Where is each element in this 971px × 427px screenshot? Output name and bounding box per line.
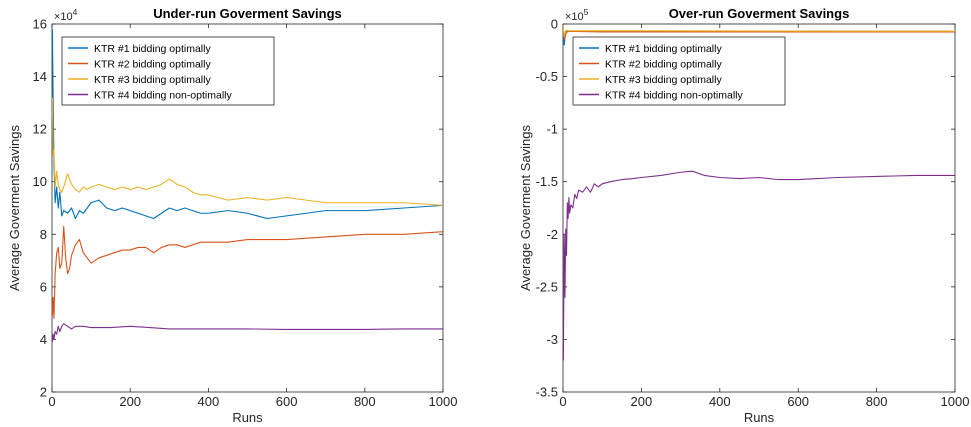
x-axis-title: Runs (232, 410, 263, 425)
x-tick-label: 200 (119, 394, 141, 409)
x-tick-label: 400 (709, 394, 731, 409)
y-tick-label: -1 (546, 122, 558, 137)
y-exponent-label: ×105 (565, 7, 589, 23)
series-line-3 (563, 24, 955, 38)
x-tick-label: 800 (354, 394, 376, 409)
chart-title: Over-run Goverment Savings (669, 6, 850, 21)
legend-entry-2: KTR #2 bidding optimally (605, 58, 722, 70)
legend-box (572, 36, 786, 106)
y-tick-label: -3.5 (536, 385, 558, 400)
legend-entry-4: KTR #4 bidding non-optimally (94, 89, 232, 101)
legend-entry-2: KTR #2 bidding optimally (94, 58, 211, 70)
y-exponent-base: ×10 (54, 11, 73, 23)
y-tick-label: 4 (40, 332, 47, 347)
series-group (52, 29, 443, 343)
y-tick-label: 2 (40, 385, 47, 400)
x-tick-label: 1000 (941, 394, 970, 409)
y-exponent-base: ×10 (565, 11, 584, 23)
legend-entry-4: KTR #4 bidding non-optimally (605, 89, 743, 101)
y-exponent-power: 5 (584, 7, 589, 17)
y-exponent-label: ×104 (54, 7, 78, 23)
x-tick-label: 1000 (429, 394, 458, 409)
x-axis-title: Runs (744, 410, 775, 425)
y-tick-label: -3 (546, 332, 558, 347)
x-tick-label: 0 (559, 394, 566, 409)
x-tick-label: 800 (866, 394, 888, 409)
y-tick-label: -2.5 (536, 279, 558, 294)
y-axis-title: Average Goverment Savings (7, 125, 22, 291)
y-tick-label: -2 (546, 227, 558, 242)
y-exponent-power: 4 (73, 7, 78, 17)
x-tick-label: 600 (787, 394, 809, 409)
y-tick-label: -1.5 (536, 174, 558, 189)
legend-entry-1: KTR #1 bidding optimally (605, 43, 722, 55)
y-tick-label: 12 (33, 122, 47, 137)
y-tick-label: 16 (33, 17, 47, 32)
chart-over-run: 0 200 400 600 800 1000 -3.5 -3 -2.5 -2 -1.5 -1 -0.5 0… (518, 6, 969, 425)
y-tick-label: 6 (40, 279, 47, 294)
y-tick-label: 8 (40, 227, 47, 242)
series-line-4 (563, 170, 955, 361)
y-tick-label: -0.5 (536, 69, 558, 84)
series-line-2 (52, 225, 443, 319)
x-tick-label: 0 (48, 394, 55, 409)
y-axis-title: Average Goverment Savings (518, 125, 533, 291)
legend-box (61, 36, 275, 106)
x-tick-label: 600 (276, 394, 298, 409)
x-tick-label: 200 (631, 394, 653, 409)
y-tick-label: 14 (33, 69, 47, 84)
series-line-1 (52, 29, 443, 220)
series-line-4 (52, 323, 443, 343)
legend-entry-3: KTR #3 bidding optimally (94, 74, 211, 86)
legend-entry-1: KTR #1 bidding optimally (94, 43, 211, 55)
x-tick-label: 400 (198, 394, 220, 409)
series-line-3 (52, 97, 443, 206)
y-tick-label: 10 (33, 174, 47, 189)
y-tick-label: 0 (551, 17, 558, 32)
legend-entry-3: KTR #3 bidding optimally (605, 74, 722, 86)
series-group (563, 24, 955, 361)
chart-title: Under-run Goverment Savings (153, 6, 342, 21)
